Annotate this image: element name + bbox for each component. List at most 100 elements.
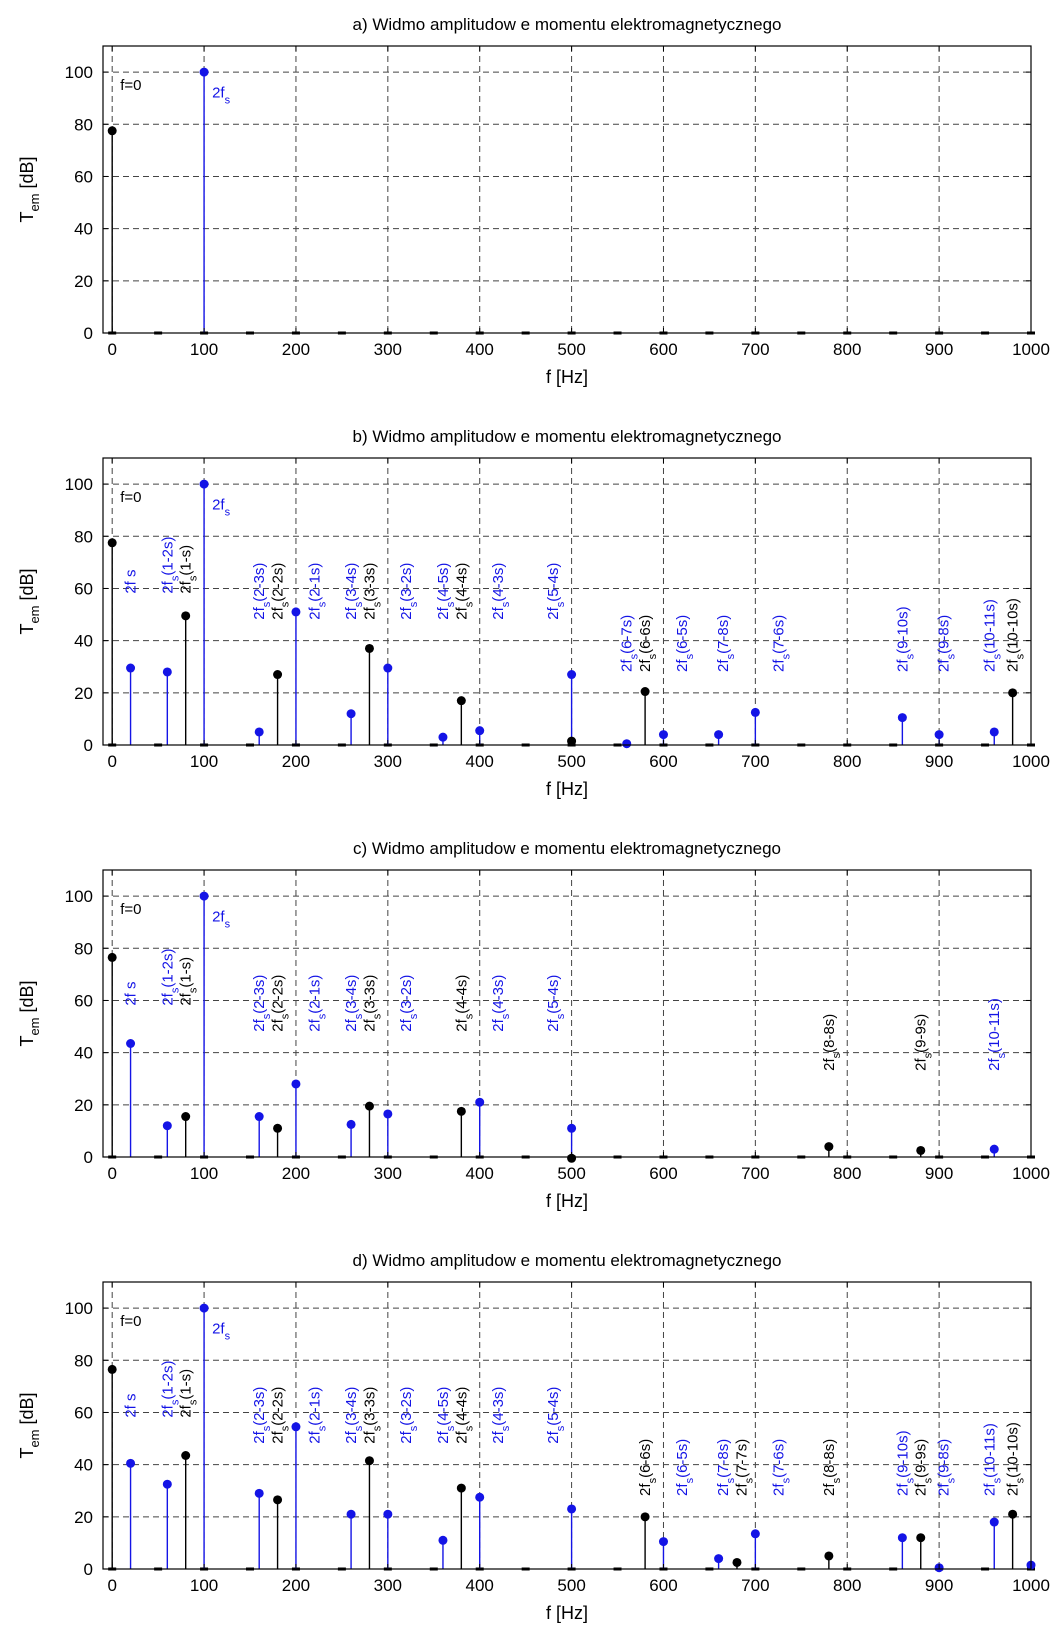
stem-marker [364, 1456, 374, 1466]
x-tick-label: 600 [649, 1576, 677, 1595]
stem-marker [273, 1495, 283, 1505]
y-axis-label: Tem [dB] [17, 568, 42, 634]
annotation-label: 2fs(7-6s) [770, 1439, 792, 1496]
y-axis-label: Tem [dB] [17, 1392, 42, 1458]
stem-marker [383, 1509, 393, 1519]
x-tick-label: 900 [925, 340, 953, 359]
x-tick-label: 100 [190, 1576, 218, 1595]
stem-marker [732, 1557, 742, 1567]
stem-marker [346, 709, 356, 719]
x-tick-label: 400 [466, 1164, 494, 1183]
x-tick-label: 0 [107, 340, 116, 359]
x-tick-label: 1000 [1012, 752, 1050, 771]
annotation-label: 2fs(10-11s) [982, 1423, 1004, 1496]
annotation-label: 2fs(2-3s) [251, 1387, 273, 1444]
y-tick-label: 20 [74, 272, 93, 291]
y-tick-label: 80 [74, 115, 93, 134]
annotation-label: 2fs(3-2s) [398, 563, 420, 620]
annotation-label: 2f s [123, 569, 140, 593]
stem-marker [475, 1492, 485, 1502]
stem-marker [640, 687, 650, 697]
annotation-label: 2fs(6-5s) [674, 1439, 696, 1496]
stem-marker [199, 1303, 209, 1313]
chart-title: c) Widmo amplitudow e momentu elektromag… [353, 839, 781, 858]
x-tick-label: 200 [282, 752, 310, 771]
annotation-label: 2fs(3-4s) [343, 563, 365, 620]
stem-marker [383, 1109, 393, 1119]
y-tick-label: 60 [74, 1403, 93, 1422]
stem-marker [456, 696, 466, 706]
y-tick-label: 80 [74, 939, 93, 958]
x-tick-label: 100 [190, 752, 218, 771]
x-tick-label: 300 [374, 752, 402, 771]
stem-marker [364, 1101, 374, 1111]
annotation-label: 2fs(9-8s) [936, 1439, 958, 1496]
stem-marker [199, 479, 209, 489]
x-axis-label: f [Hz] [546, 1191, 588, 1211]
annotation-label: 2fs(4-3s) [490, 563, 512, 620]
annotation-label: 2fs(2-1s) [306, 563, 328, 620]
x-tick-label: 0 [107, 1576, 116, 1595]
x-tick-label: 500 [557, 752, 585, 771]
annotation-label: 2f s [123, 1393, 140, 1417]
y-tick-label: 20 [74, 684, 93, 703]
stem-marker [273, 1123, 283, 1133]
plot-frame [102, 869, 1032, 1158]
x-tick-label: 500 [557, 1164, 585, 1183]
stem-marker [162, 1121, 172, 1131]
annotation-label: 2fs(3-2s) [398, 1387, 420, 1444]
stem-marker [989, 1144, 999, 1154]
annotation-label: f=0 [120, 77, 141, 94]
x-tick-label: 100 [190, 1164, 218, 1183]
x-tick-label: 800 [833, 1576, 861, 1595]
stem-marker [126, 1039, 136, 1049]
stem-marker [622, 739, 632, 749]
annotation-label: 2fs(8-8s) [821, 1439, 843, 1496]
stem-marker [714, 1554, 724, 1564]
annotation-label: 2fs(1-s) [178, 545, 200, 594]
x-tick-label: 300 [374, 1576, 402, 1595]
stem-marker [567, 670, 577, 680]
annotation-label: 2fs(2-1s) [306, 1387, 328, 1444]
y-tick-label: 40 [74, 1456, 93, 1475]
y-tick-label: 40 [74, 1044, 93, 1063]
x-tick-label: 800 [833, 1164, 861, 1183]
annotation-label: 2fs(5-4s) [545, 1387, 567, 1444]
annotation-label: 2fs(10-11s) [986, 998, 1008, 1071]
annotation-label: 2fs(2-2s) [270, 975, 292, 1032]
annotation-label: 2fs(7-8s) [715, 1439, 737, 1496]
stem-marker [456, 1483, 466, 1493]
x-tick-label: 100 [190, 340, 218, 359]
y-tick-label: 60 [74, 167, 93, 186]
stem-marker [291, 1422, 301, 1432]
annotation-label: 2fs(8-8s) [821, 1014, 843, 1071]
y-tick-label: 0 [84, 324, 93, 343]
annotation-label: 2fs(3-3s) [361, 563, 383, 620]
y-tick-label: 100 [65, 63, 93, 82]
x-tick-label: 200 [282, 340, 310, 359]
y-tick-label: 0 [84, 736, 93, 755]
x-tick-label: 400 [466, 1576, 494, 1595]
annotation-label: 2fs(4-3s) [490, 1387, 512, 1444]
stem-marker [291, 607, 301, 617]
annotation-label: 2fs(10-11s) [982, 599, 1004, 672]
y-tick-label: 100 [65, 1299, 93, 1318]
stem-marker [456, 1106, 466, 1116]
chart-panel-b: b) Widmo amplitudow e momentu elektromag… [17, 427, 1050, 799]
annotation-label: 2fs(1-2s) [159, 1360, 181, 1417]
stem-marker [567, 1123, 577, 1133]
stem-marker [989, 727, 999, 737]
stem-marker [254, 1488, 264, 1498]
annotation-label: 2fs(6-6s) [637, 615, 659, 672]
stem-marker [897, 713, 907, 723]
annotation-label: f=0 [120, 1313, 141, 1330]
plot-frame [102, 45, 1032, 334]
stem-marker [714, 730, 724, 740]
annotation-label: 2fs(4-5s) [435, 563, 457, 620]
x-tick-label: 500 [557, 340, 585, 359]
y-tick-label: 80 [74, 527, 93, 546]
x-tick-label: 600 [649, 340, 677, 359]
annotation-label: 2fs(2-3s) [251, 975, 273, 1032]
x-tick-label: 500 [557, 1576, 585, 1595]
